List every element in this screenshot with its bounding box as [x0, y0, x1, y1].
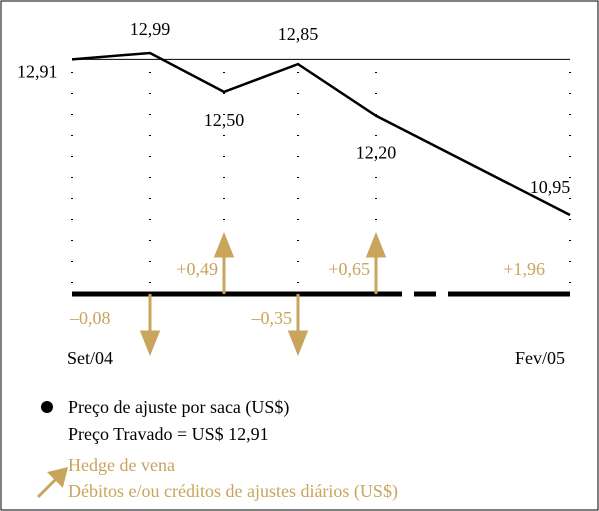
legend-label: Débitos e/ou créditos de ajustes diários… [68, 481, 398, 502]
adjustment-arrow [365, 231, 387, 294]
data-label: 12,20 [356, 143, 397, 163]
adjustment-label: –0,08 [69, 308, 111, 328]
data-label: 10,95 [530, 177, 571, 197]
price-line [71, 51, 571, 217]
adjustment-label: +0,49 [176, 259, 218, 279]
adjustment-arrow [213, 231, 235, 294]
legend-arrow [36, 466, 69, 499]
adjustment-label: +1,96 [503, 259, 545, 279]
data-label: 12,91 [17, 61, 58, 81]
legend-label: Preço Travado = US$ 12,91 [68, 424, 269, 444]
x-tick-label: Fev/05 [515, 348, 565, 368]
legend-label: Preço de ajuste por saca (US$) [68, 397, 289, 418]
adjustment-label: +0,65 [328, 259, 370, 279]
data-label: 12,50 [204, 110, 245, 130]
legend-dot [41, 401, 53, 413]
x-tick-label: Set/04 [67, 348, 113, 368]
adjustment-arrow [139, 294, 161, 357]
legend-label: Hedge de vena [68, 455, 175, 475]
data-label: 12,99 [130, 19, 171, 39]
adjustment-label: –0,35 [251, 308, 293, 328]
data-label: 12,85 [278, 24, 319, 44]
adjustment-arrow [287, 294, 309, 357]
